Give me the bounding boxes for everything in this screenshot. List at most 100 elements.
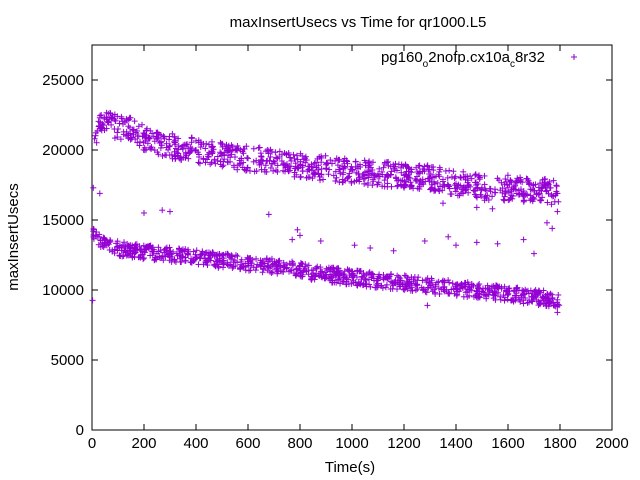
data-point xyxy=(283,150,290,157)
data-point xyxy=(397,277,404,284)
data-point xyxy=(487,188,494,195)
data-point xyxy=(123,115,130,122)
data-point xyxy=(454,291,461,298)
data-point xyxy=(228,151,235,158)
data-point xyxy=(315,162,322,169)
data-point xyxy=(244,154,251,161)
data-point xyxy=(506,285,513,292)
data-point xyxy=(419,179,426,186)
data-point xyxy=(336,156,343,163)
data-point xyxy=(234,166,241,173)
data-point xyxy=(93,139,100,146)
data-point xyxy=(115,245,121,251)
data-point xyxy=(139,121,146,128)
data-point xyxy=(426,175,433,182)
data-point xyxy=(355,171,362,178)
data-point xyxy=(323,165,329,172)
data-point xyxy=(441,288,448,295)
data-point xyxy=(403,283,410,290)
data-point xyxy=(416,168,423,175)
x-tick-label: 400 xyxy=(183,435,208,452)
data-point xyxy=(339,171,346,178)
data-point xyxy=(288,157,295,164)
data-point xyxy=(219,257,225,264)
data-point xyxy=(551,198,558,205)
data-point xyxy=(183,141,190,148)
data-point xyxy=(115,126,121,132)
legend-label-sub2: c xyxy=(510,59,515,70)
data-point xyxy=(96,190,103,197)
data-point xyxy=(489,205,496,212)
data-point xyxy=(245,267,252,274)
data-point xyxy=(141,249,147,256)
data-point xyxy=(226,254,233,261)
data-point xyxy=(474,194,481,201)
data-point xyxy=(444,181,451,188)
data-point xyxy=(460,190,467,197)
data-point xyxy=(280,268,287,275)
data-point xyxy=(364,182,371,189)
data-point xyxy=(273,259,280,266)
data-point xyxy=(267,146,274,153)
data-point xyxy=(471,188,478,195)
data-point xyxy=(250,264,257,271)
data-point xyxy=(227,261,234,268)
data-point xyxy=(311,169,318,176)
data-point xyxy=(293,152,300,159)
data-point xyxy=(531,187,537,194)
data-point xyxy=(329,277,336,284)
data-point xyxy=(227,158,234,165)
data-point xyxy=(245,260,251,267)
data-point xyxy=(195,159,202,166)
data-point xyxy=(365,164,372,171)
data-point xyxy=(349,274,355,281)
plot-frame xyxy=(91,44,613,431)
data-point xyxy=(206,149,212,156)
x-axis-title: Time(s) xyxy=(325,459,375,476)
data-point xyxy=(459,284,466,291)
data-point xyxy=(167,208,173,215)
data-point xyxy=(452,185,459,192)
data-point xyxy=(334,162,341,169)
data-point xyxy=(125,252,132,259)
data-point xyxy=(493,282,500,289)
data-point xyxy=(337,170,344,177)
data-point xyxy=(318,159,325,166)
data-point xyxy=(166,136,173,143)
x-tick-label: 1000 xyxy=(335,435,368,452)
data-point xyxy=(498,179,505,186)
data-point xyxy=(403,172,410,179)
data-point xyxy=(258,261,264,268)
data-point xyxy=(125,123,132,130)
data-point xyxy=(383,172,390,179)
data-point xyxy=(245,155,251,162)
data-point xyxy=(220,260,227,267)
data-point xyxy=(275,268,282,275)
data-point xyxy=(453,285,459,292)
data-point xyxy=(468,175,475,182)
data-point xyxy=(305,163,312,170)
data-point xyxy=(450,168,457,175)
data-point xyxy=(381,159,388,166)
data-point xyxy=(155,135,162,142)
data-point xyxy=(354,267,361,274)
data-point xyxy=(232,259,238,265)
data-point xyxy=(332,168,339,175)
data-point xyxy=(212,160,219,167)
data-point xyxy=(317,177,324,184)
data-point xyxy=(171,152,178,159)
data-point xyxy=(258,260,265,267)
data-point xyxy=(501,297,508,304)
data-point xyxy=(180,253,186,260)
x-tick-label: 800 xyxy=(287,435,312,452)
data-point xyxy=(478,193,485,200)
data-point xyxy=(505,291,511,298)
data-point xyxy=(124,241,131,248)
data-point xyxy=(267,164,274,171)
legend-label-base: pg160 xyxy=(381,49,423,66)
data-point xyxy=(278,157,285,164)
data-point xyxy=(262,162,269,169)
data-point xyxy=(544,187,550,194)
data-point xyxy=(271,263,277,270)
data-point xyxy=(356,176,363,183)
